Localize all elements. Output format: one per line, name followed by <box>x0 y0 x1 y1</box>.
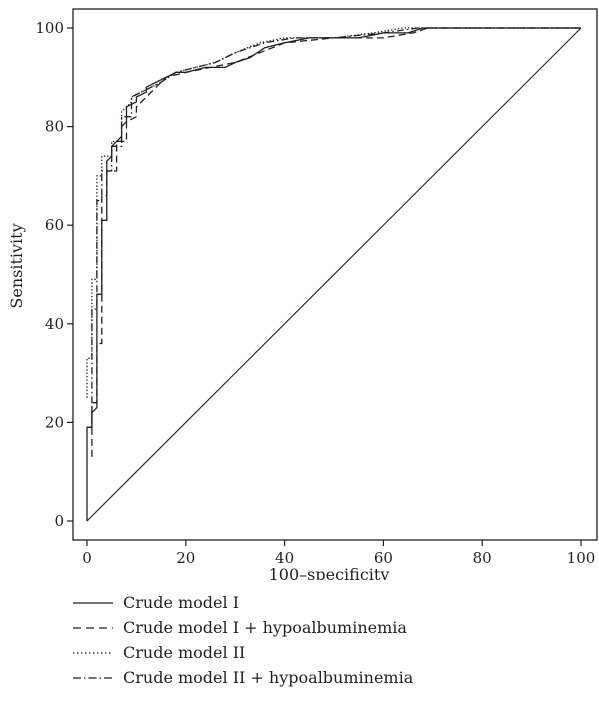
ticks-layer: 0 20 40 60 80 100 0 20 40 60 80 100 <box>35 19 595 567</box>
legend: Crude model I Crude model I + hypoalbumi… <box>73 590 593 690</box>
series-line-1 <box>86 27 581 521</box>
x-axis-title: 100–specificity <box>269 565 390 580</box>
reference-diagonal-line <box>86 27 582 522</box>
x-tick-label: 60 <box>374 549 393 567</box>
y-tick-label: 80 <box>45 118 64 136</box>
y-tick-label: 60 <box>45 216 64 234</box>
x-tick-label: 40 <box>275 549 294 567</box>
y-tick-label: 40 <box>45 315 64 333</box>
series-line-4 <box>87 27 581 428</box>
legend-item-crude-model-2: Crude model II <box>73 640 593 665</box>
legend-item-crude-model-2-hypoalbuminemia: Crude model II + hypoalbuminemia <box>73 665 593 690</box>
y-tick-label: 0 <box>54 512 64 530</box>
series-line-2 <box>91 27 581 457</box>
legend-item-crude-model-1-hypoalbuminemia: Crude model I + hypoalbuminemia <box>73 615 593 640</box>
legend-label: Crude model II <box>123 643 246 662</box>
x-tick-label: 0 <box>82 549 92 567</box>
legend-swatch-solid <box>73 601 113 604</box>
legend-label: Crude model II + hypoalbuminemia <box>123 668 414 687</box>
legend-item-crude-model-1: Crude model I <box>73 590 593 615</box>
x-tick-label: 80 <box>473 549 492 567</box>
legend-swatch-dashdot <box>73 676 113 679</box>
reference-diagonal-layer <box>86 27 582 522</box>
series-line-3 <box>86 27 581 398</box>
series-layer <box>86 27 581 521</box>
y-tick-label: 100 <box>35 19 64 37</box>
legend-swatch-dotted <box>73 651 113 654</box>
legend-label: Crude model I + hypoalbuminemia <box>123 618 407 637</box>
x-tick-label: 100 <box>567 549 596 567</box>
roc-chart: 0 20 40 60 80 100 0 20 40 60 80 100 100–specificity… <box>7 8 598 580</box>
y-tick-label: 20 <box>45 413 64 431</box>
legend-swatch-dashed <box>73 626 113 629</box>
y-axis-title: Sensitivity <box>7 223 26 308</box>
legend-label: Crude model I <box>123 593 240 612</box>
x-tick-label: 20 <box>176 549 195 567</box>
plot-frame <box>72 8 598 541</box>
